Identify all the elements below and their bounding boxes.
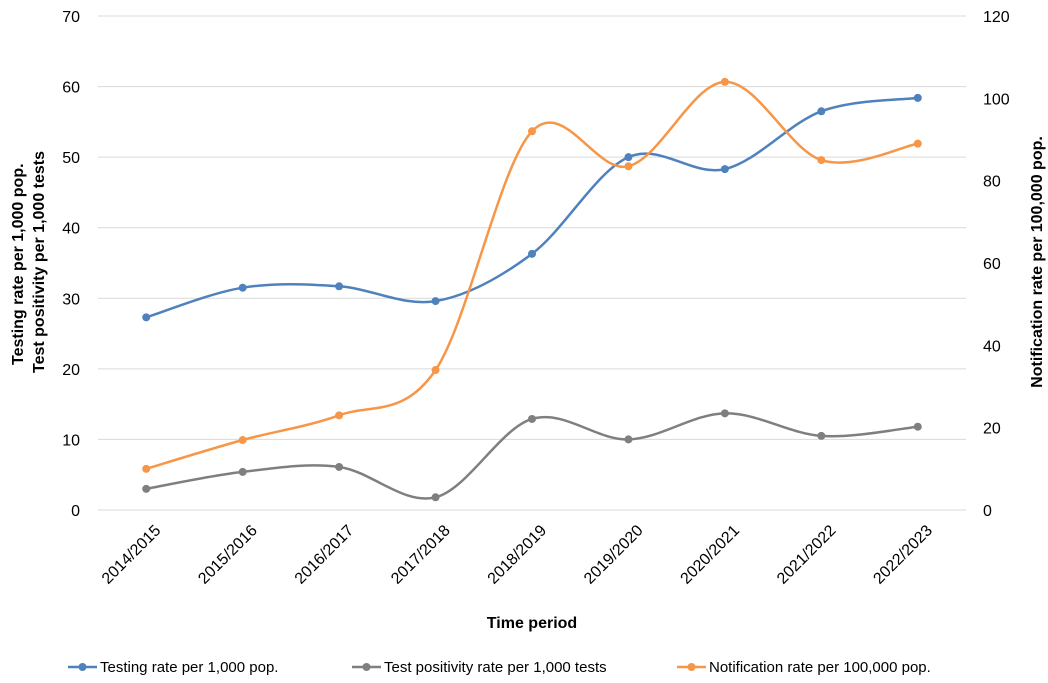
legend-label-test-positivity: Test positivity rate per 1,000 tests	[384, 659, 607, 676]
legend-item-notification-rate[interactable]: Notification rate per 100,000 pop.	[677, 659, 931, 676]
data-point[interactable]	[238, 467, 247, 476]
data-point[interactable]	[913, 139, 922, 148]
data-point[interactable]	[431, 297, 440, 306]
left-axis-title-line-1: Testing rate per 1,000 pop.	[10, 163, 27, 365]
data-point[interactable]	[335, 282, 344, 291]
legend-swatch-marker	[362, 663, 371, 671]
data-point[interactable]	[720, 165, 729, 174]
data-point[interactable]	[720, 409, 729, 418]
left-axis-title-line-2: Test positivity per 1,000 tests	[31, 151, 48, 373]
legend-label-notification-rate: Notification rate per 100,000 pop.	[709, 659, 931, 676]
x-tick-label: 2018/2019	[485, 522, 551, 588]
series-notification-rate	[142, 77, 922, 473]
series-test-positivity	[142, 409, 922, 502]
x-axis-ticks: 2014/2015 2015/2016 2016/2017 2017/2018 2018…	[99, 522, 936, 588]
data-point[interactable]	[624, 162, 633, 171]
left-tick-label: 70	[62, 9, 80, 26]
legend-item-testing-rate[interactable]: Testing rate per 1,000 pop.	[68, 659, 278, 676]
data-point[interactable]	[817, 431, 826, 440]
x-tick-label: 2021/2022	[774, 522, 840, 588]
x-tick-label: 2020/2021	[678, 522, 744, 588]
left-tick-label: 50	[62, 150, 80, 167]
data-point[interactable]	[238, 436, 247, 445]
data-point[interactable]	[142, 484, 151, 493]
legend-swatch-marker	[78, 663, 87, 671]
data-point[interactable]	[817, 107, 826, 116]
data-point[interactable]	[431, 493, 440, 502]
series-line	[145, 80, 919, 471]
left-tick-label: 20	[62, 362, 80, 379]
data-point[interactable]	[431, 366, 440, 375]
left-tick-label: 30	[62, 291, 80, 308]
right-tick-label: 20	[983, 421, 1001, 438]
right-tick-label: 40	[983, 338, 1001, 355]
x-tick-label: 2017/2018	[388, 522, 454, 588]
data-point[interactable]	[528, 249, 536, 258]
data-point[interactable]	[913, 422, 922, 431]
data-point[interactable]	[142, 313, 151, 322]
data-point[interactable]	[528, 127, 536, 136]
data-point[interactable]	[335, 462, 344, 471]
left-axis-title: Testing rate per 1,000 pop. Test positiv…	[10, 151, 48, 373]
legend-swatch-marker	[687, 663, 696, 671]
left-tick-label: 0	[71, 503, 80, 520]
legend-item-test-positivity[interactable]: Test positivity rate per 1,000 tests	[352, 659, 607, 676]
right-tick-label: 120	[983, 9, 1010, 26]
legend-label-testing-rate: Testing rate per 1,000 pop.	[100, 659, 278, 676]
right-axis-title: Notification rate per 100,000 pop.	[1029, 136, 1046, 388]
left-tick-label: 60	[62, 80, 80, 97]
x-tick-label: 2014/2015	[99, 522, 165, 588]
data-point[interactable]	[238, 283, 247, 292]
right-tick-label: 100	[983, 91, 1010, 108]
x-tick-label: 2022/2023	[870, 522, 936, 588]
legend: Testing rate per 1,000 pop. Test positiv…	[68, 659, 931, 676]
x-axis-title: Time period	[487, 615, 577, 632]
series-layer	[142, 77, 922, 502]
data-point[interactable]	[335, 411, 344, 420]
right-tick-label: 80	[983, 174, 1001, 191]
data-point[interactable]	[624, 435, 633, 444]
series-testing-rate	[142, 93, 922, 322]
data-point[interactable]	[528, 414, 536, 423]
data-point[interactable]	[720, 77, 729, 86]
x-tick-label: 2016/2017	[292, 522, 358, 588]
data-point[interactable]	[624, 153, 633, 162]
left-axis-ticks: 0 10 20 30 40 50 60 70	[62, 9, 80, 520]
data-point[interactable]	[817, 156, 826, 165]
x-tick-label: 2019/2020	[581, 522, 647, 588]
series-line	[146, 412, 918, 500]
right-axis-ticks: 0 20 40 60 80 100 120	[983, 9, 1010, 520]
right-tick-label: 0	[983, 503, 992, 520]
x-tick-label: 2015/2016	[195, 522, 261, 588]
left-tick-label: 10	[62, 432, 80, 449]
data-point[interactable]	[913, 93, 922, 102]
data-point[interactable]	[142, 464, 151, 473]
right-tick-label: 60	[983, 256, 1001, 273]
left-tick-label: 40	[62, 221, 80, 238]
